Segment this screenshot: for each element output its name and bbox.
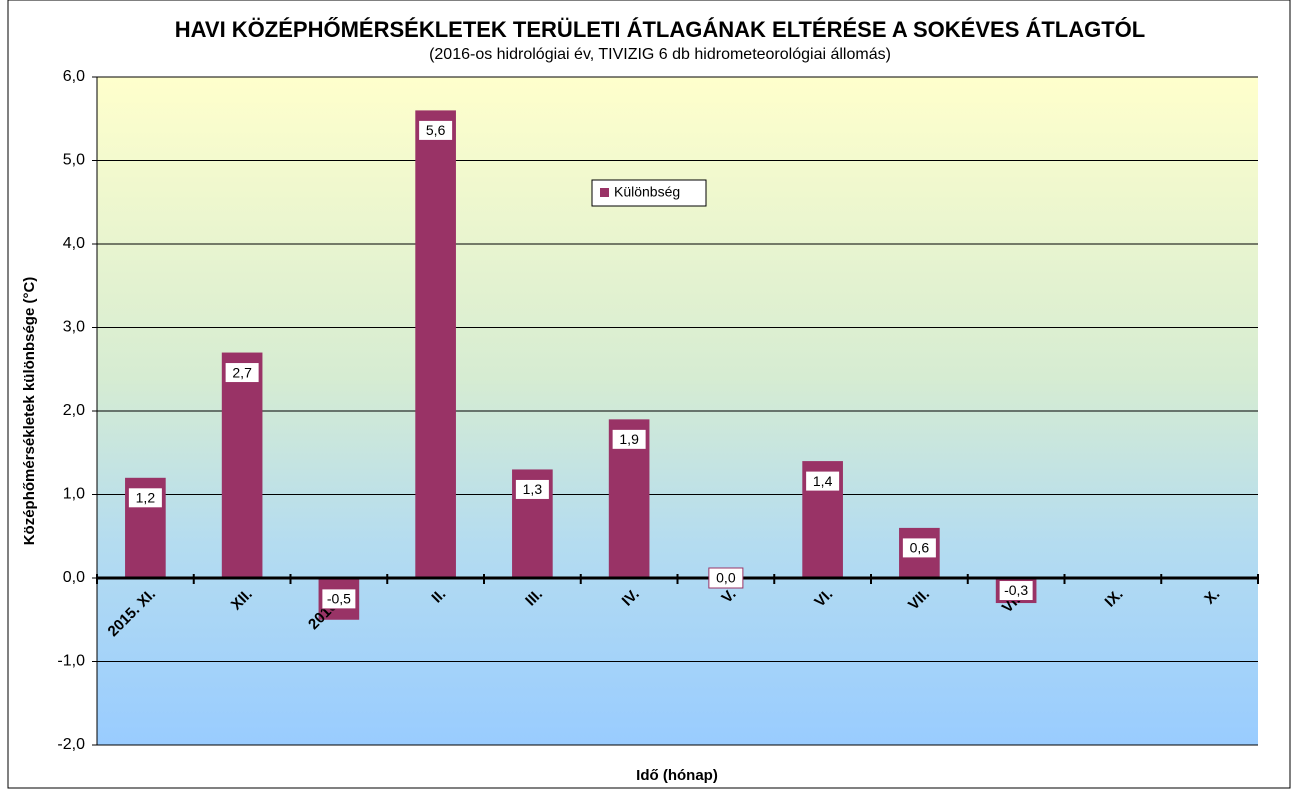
- value-label: 1,2: [136, 490, 156, 506]
- y-tick-label: -1,0: [57, 653, 85, 670]
- value-label-box: [514, 478, 550, 500]
- legend-box: [591, 179, 707, 207]
- value-label-box: [901, 537, 937, 559]
- value-label: 2,7: [232, 364, 252, 380]
- value-label: 5,6: [426, 122, 446, 138]
- bar: [415, 110, 456, 579]
- y-tick-label: -2,0: [57, 736, 85, 753]
- bar: [221, 352, 263, 578]
- y-tick-label: 4,0: [63, 235, 85, 252]
- value-label-box: [708, 567, 744, 589]
- value-label: -0,3: [1004, 582, 1028, 598]
- value-label-box: [321, 588, 357, 610]
- y-tick-label: 1,0: [63, 486, 85, 503]
- y-tick-label: 2,0: [63, 402, 85, 419]
- value-label: 1,3: [523, 481, 543, 497]
- value-label: -0,5: [327, 591, 351, 607]
- value-label-box: [805, 470, 841, 492]
- value-label: 1,9: [619, 431, 639, 447]
- chart-subtitle: (2016-os hidrológiai év, TIVIZIG 6 db hi…: [429, 46, 891, 63]
- chart-title: HAVI KÖZÉPHŐMÉRSÉKLETEK TERÜLETI ÁTLAGÁN…: [175, 17, 1145, 42]
- x-axis-label: Idő (hónap): [636, 767, 718, 784]
- legend-label: Különbség: [614, 184, 680, 200]
- value-label: 0,0: [716, 570, 736, 586]
- value-label-box: [127, 487, 163, 509]
- y-tick-label: 0,0: [63, 569, 85, 586]
- y-tick-label: 5,0: [63, 152, 85, 169]
- value-label-box: [418, 119, 454, 141]
- legend-swatch: [600, 188, 609, 197]
- value-label: 1,4: [813, 473, 833, 489]
- value-label: 0,6: [910, 540, 930, 556]
- y-tick-label: 3,0: [63, 319, 85, 336]
- value-label-box: [611, 428, 647, 450]
- value-label-box: [998, 580, 1034, 602]
- value-label-box: [224, 362, 260, 384]
- y-tick-label: 6,0: [63, 68, 85, 85]
- y-axis-label: Középhőmérsékletek különbsége (°C): [21, 277, 38, 546]
